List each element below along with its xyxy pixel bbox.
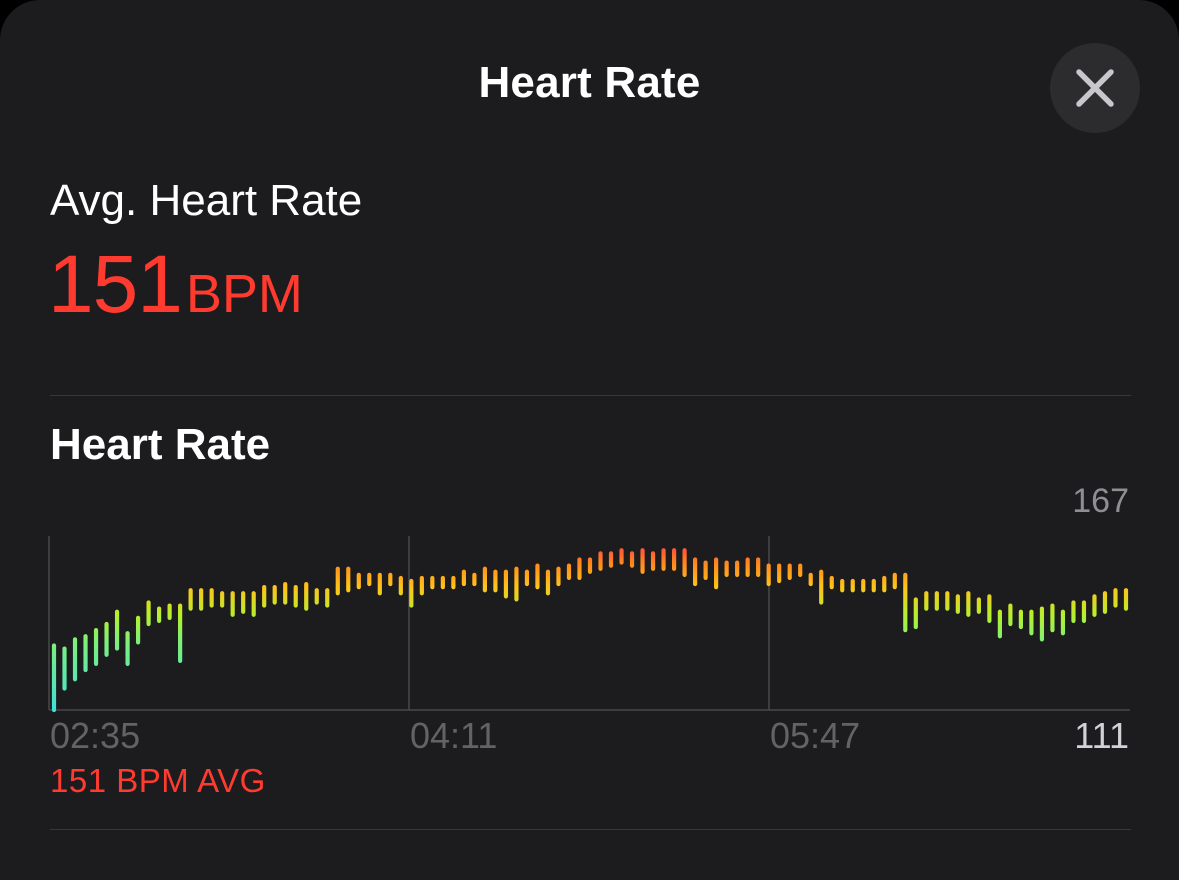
y-max-label: 167 xyxy=(1072,482,1129,520)
avg-heart-rate-label: Avg. Heart Rate xyxy=(50,176,363,225)
x-tick-label: 02:35 xyxy=(50,715,140,756)
bottom-divider xyxy=(50,829,1131,830)
close-button[interactable] xyxy=(1050,43,1140,133)
section-divider xyxy=(50,395,1131,396)
close-icon xyxy=(1076,69,1114,107)
avg-heart-rate-unit: BPM xyxy=(185,264,303,324)
x-tick-label: 05:47 xyxy=(770,715,860,756)
avg-footer-label: 151 BPM AVG xyxy=(50,762,266,799)
x-tick-label: 04:11 xyxy=(410,715,497,756)
avg-heart-rate-value: 151BPM xyxy=(48,238,303,332)
y-min-label: 111 xyxy=(1074,715,1129,756)
avg-heart-rate-number: 151 xyxy=(48,239,183,330)
section-title: Heart Rate xyxy=(50,420,271,469)
sheet-title: Heart Rate xyxy=(478,58,701,107)
heart-rate-chart: 167 111 02:35 04:11 05:47 xyxy=(48,482,1130,756)
